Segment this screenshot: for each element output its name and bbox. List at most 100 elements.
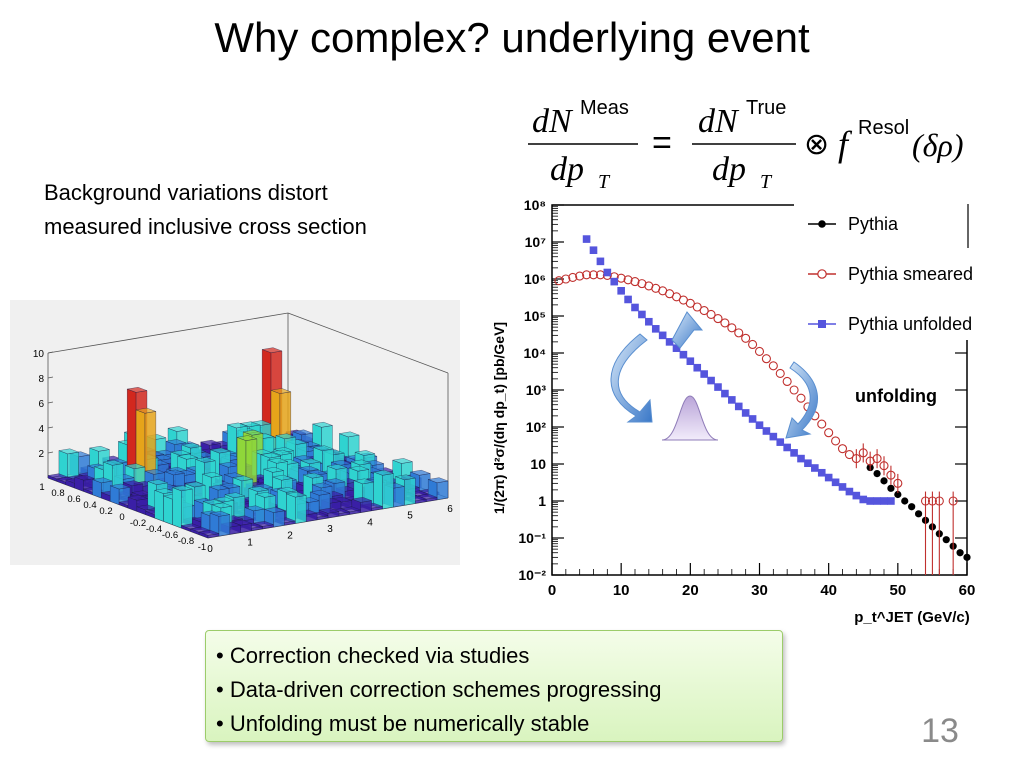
data-point <box>845 487 854 496</box>
lego-bar-top <box>324 478 346 484</box>
lego-axis-labels: 1086420123456-1-0.8-0.6-0.4-0.200.20.40.… <box>33 349 453 555</box>
data-point <box>693 363 702 372</box>
legend-label: Pythia <box>848 214 899 234</box>
slide-title: Why complex? underlying event <box>214 14 810 61</box>
series-pythia-unfolded <box>582 235 895 505</box>
lego-bar-top <box>147 479 169 485</box>
lego-z-tick <box>47 376 54 379</box>
lego-bar-top <box>338 431 360 438</box>
x-tick-label: 50 <box>889 582 906 599</box>
data-point <box>658 331 667 340</box>
lego-bar-front <box>360 500 372 513</box>
lego-x-tick-label: 4 <box>367 517 373 528</box>
formula-otimes: ⊗ <box>804 128 829 161</box>
lego-bar-top <box>171 485 193 492</box>
lego-bar-top <box>311 482 333 489</box>
lego-bar-top <box>194 457 216 463</box>
x-tick-label: 10 <box>613 582 630 599</box>
lego-bar-front <box>181 488 193 529</box>
lego-bar-top <box>226 422 248 429</box>
lego-bar-front <box>436 480 449 500</box>
data-point <box>624 295 632 304</box>
lego-bar-top <box>312 421 334 428</box>
lego-bar-top <box>275 433 297 439</box>
lego-wall-edge <box>287 312 449 374</box>
data-point <box>755 421 764 429</box>
chart-legend: Pythia Pythia smeared Pythia unfolded <box>794 204 973 340</box>
data-point <box>603 268 612 277</box>
lego-bar-top <box>267 458 289 464</box>
lego-bar-top <box>285 491 307 498</box>
lego-x-tick-label: 2 <box>287 531 293 542</box>
data-point <box>685 298 695 308</box>
lego-bar-front <box>404 477 416 506</box>
data-point <box>665 338 674 346</box>
y-axis-label: 1/(2π) d²σ/(dη dp_t) [pb/GeV] <box>491 322 507 514</box>
lego-bar-front <box>273 510 285 528</box>
lego-y-tick-label: -0.8 <box>178 536 194 547</box>
data-point <box>880 497 888 505</box>
page-number: 13 <box>921 712 959 750</box>
lego-bar-top <box>126 387 148 393</box>
data-point <box>963 553 971 561</box>
data-point <box>741 409 750 417</box>
data-point <box>817 419 827 429</box>
lego-bar-top <box>109 483 131 490</box>
lego-z-tick-label: 2 <box>38 449 44 460</box>
data-point <box>887 484 895 492</box>
lego-bar-top <box>102 460 124 466</box>
data-point <box>837 444 848 454</box>
y-tick-label: 10⁵ <box>524 308 546 324</box>
data-point <box>873 497 881 505</box>
lego-bar-top <box>299 458 321 464</box>
data-point <box>824 473 833 482</box>
lego-bar-top <box>135 407 157 414</box>
data-point <box>804 459 812 468</box>
formula-rhs-numerator: dN <box>698 103 740 140</box>
formula-argument: (δρ) <box>912 127 964 163</box>
data-point <box>741 333 751 343</box>
data-point <box>707 376 715 385</box>
formula-lhs-numerator: dN <box>532 103 574 140</box>
data-point <box>748 339 758 350</box>
lego-z-tick <box>47 426 54 429</box>
x-axis-label: p_t^JET (GeV/c) <box>854 609 969 626</box>
lego-bars <box>47 347 449 539</box>
data-point <box>692 302 702 312</box>
lego-z-tick-label: 4 <box>38 424 44 435</box>
formula-f-superscript: Resol <box>858 117 909 139</box>
data-point <box>797 454 805 463</box>
data-point <box>831 478 840 487</box>
data-point <box>789 385 799 395</box>
formula-f: f <box>838 124 853 164</box>
data-point <box>880 477 888 485</box>
data-point <box>734 402 743 411</box>
lego-y-tick-label: 1 <box>39 482 44 493</box>
data-point <box>645 317 653 326</box>
data-point <box>796 393 806 403</box>
lego-bar-top <box>427 477 449 483</box>
data-point <box>617 286 625 295</box>
formula-equals: = <box>652 124 672 162</box>
lego-x-tick-label: 6 <box>447 504 453 515</box>
lego-bar-top <box>91 477 113 484</box>
data-point <box>720 318 730 328</box>
lego-wall-edge <box>47 312 289 354</box>
lego-y-tick-label: -0.2 <box>130 518 146 529</box>
data-point <box>852 491 861 500</box>
lego-bar-top <box>170 450 192 456</box>
data-point <box>942 536 950 544</box>
data-point <box>561 274 571 284</box>
bullet-unfolding-stable: • Unfolding must be numerically stable <box>216 711 590 736</box>
x-tick-label: 60 <box>959 582 976 599</box>
data-point <box>776 438 785 446</box>
data-point <box>588 270 599 280</box>
lego-bar-top <box>213 496 235 503</box>
data-point <box>887 497 895 505</box>
data-point <box>596 257 605 266</box>
x-tick-label: 20 <box>682 582 699 599</box>
lego-bar-top <box>200 439 222 446</box>
lego-bar-top <box>409 469 431 476</box>
lego-bar-top <box>224 492 246 498</box>
lego-bar-top <box>354 450 376 456</box>
